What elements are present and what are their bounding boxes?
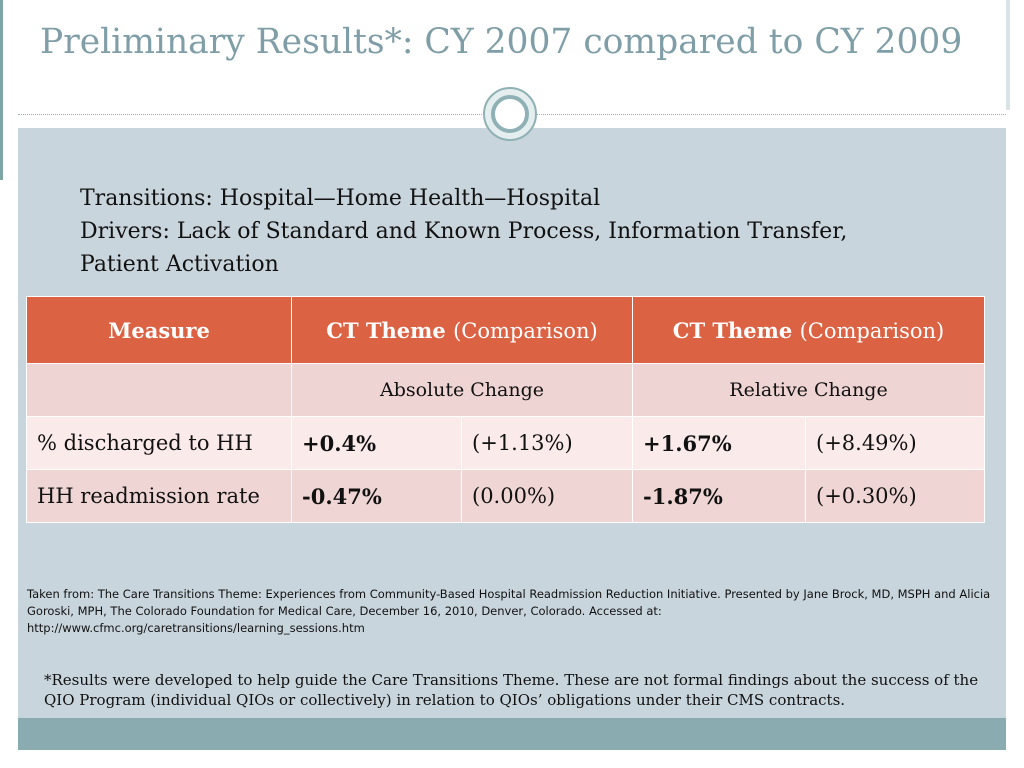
absolute-ct-cell: +0.4% (291, 416, 462, 470)
subheader-absolute-change: Absolute Change (291, 363, 633, 417)
header-row: Measure CT Theme (Comparison) CT Theme (… (26, 296, 985, 364)
source-url: http://www.cfmc.org/caretransitions/lear… (27, 621, 365, 635)
source-line-1: Taken from: The Care Transitions Theme: … (27, 587, 991, 601)
header-ct-theme-relative: CT Theme (Comparison) (632, 296, 985, 364)
relative-comparison-cell: (+8.49%) (805, 416, 985, 470)
table-row: % discharged to HH +0.4% (+1.13%) +1.67%… (26, 416, 985, 470)
relative-comparison-cell: (+0.30%) (805, 469, 985, 523)
header-ct-label: CT Theme (672, 317, 793, 343)
drivers-line-1: Drivers: Lack of Standard and Known Proc… (80, 219, 848, 244)
disclaimer-note: *Results were developed to help guide th… (44, 671, 979, 709)
relative-ct-cell: -1.87% (632, 469, 806, 523)
transitions-line: Transitions: Hospital—Home Health—Hospit… (80, 186, 601, 211)
absolute-comparison-cell: (0.00%) (461, 469, 633, 523)
source-citation: Taken from: The Care Transitions Theme: … (27, 586, 1007, 637)
header-ct-label: CT Theme (326, 317, 446, 343)
table-row: HH readmission rate -0.47% (0.00%) -1.87… (26, 469, 985, 523)
header-ct-theme-absolute: CT Theme (Comparison) (291, 296, 633, 364)
drivers-line-2: Patient Activation (80, 252, 279, 277)
source-line-2: Goroski, MPH, The Colorado Foundation fo… (27, 604, 662, 618)
slide-title: Preliminary Results*: CY 2007 compared t… (40, 22, 963, 62)
header-comparison-label: (Comparison) (453, 318, 598, 343)
circle-ornament-icon (483, 87, 537, 141)
left-accent-bar (0, 0, 3, 180)
intro-text: Transitions: Hospital—Home Health—Hospit… (80, 182, 847, 281)
header-measure: Measure (26, 296, 292, 364)
right-accent-bar (1006, 0, 1010, 110)
absolute-comparison-cell: (+1.13%) (461, 416, 633, 470)
results-table: Measure CT Theme (Comparison) CT Theme (… (26, 296, 985, 523)
relative-ct-cell: +1.67% (632, 416, 806, 470)
absolute-ct-cell: -0.47% (291, 469, 462, 523)
subheader-row: Absolute Change Relative Change (26, 363, 985, 417)
measure-cell: % discharged to HH (26, 416, 292, 470)
subheader-relative-change: Relative Change (632, 363, 985, 417)
header-comparison-label: (Comparison) (799, 318, 945, 343)
measure-cell: HH readmission rate (26, 469, 292, 523)
subheader-empty (26, 363, 292, 417)
footer-bar (18, 718, 1006, 750)
